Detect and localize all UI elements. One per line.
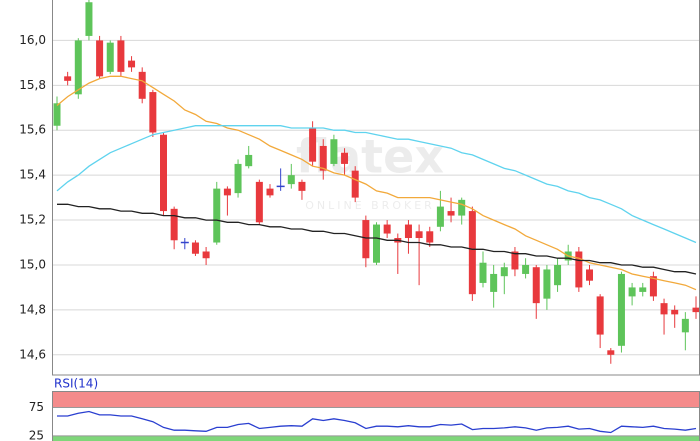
candle-body — [692, 307, 700, 313]
candle-body — [362, 220, 370, 259]
candle-body — [341, 152, 349, 164]
y-tick-label: 15,2 — [19, 213, 46, 227]
candle-body — [202, 251, 210, 259]
candle-body — [458, 199, 466, 216]
candle-body — [639, 287, 647, 292]
candle-body — [426, 231, 434, 243]
candle-body — [223, 188, 231, 196]
y-tick-label: 75 — [29, 400, 44, 414]
candle-body — [671, 309, 679, 315]
candle-body — [586, 269, 593, 281]
candle-body — [53, 103, 61, 126]
line-series — [56, 125, 697, 244]
candle-body — [617, 273, 625, 346]
candle-body — [245, 154, 253, 167]
candle-body — [85, 2, 93, 36]
candle-body — [309, 127, 317, 162]
candle-body — [213, 188, 221, 243]
candle-body — [64, 76, 72, 81]
y-tick-label: 14,8 — [19, 302, 46, 316]
y-tick-label: 15,4 — [19, 168, 46, 182]
candle-body — [96, 40, 104, 77]
overbought-band — [52, 391, 700, 408]
candle-body — [266, 188, 274, 196]
y-tick-label: 25 — [29, 428, 44, 441]
candle-body — [436, 206, 444, 227]
candle-body — [511, 251, 519, 270]
candle-body — [607, 350, 615, 355]
watermark-tagline: ONLINE BROKER — [305, 199, 435, 212]
candle-body — [255, 181, 263, 223]
candle-body — [287, 175, 295, 185]
candle-body — [373, 224, 380, 263]
y-tick-label: 15,0 — [19, 257, 46, 271]
candle-body — [649, 276, 657, 297]
candle-body — [138, 71, 146, 99]
candle-body — [447, 211, 455, 216]
candle-body — [468, 211, 476, 295]
y-tick-label: 14,6 — [19, 347, 46, 361]
line-series — [57, 203, 697, 275]
candle-body — [415, 231, 423, 239]
candle-body — [490, 273, 498, 292]
candle-body — [330, 139, 338, 164]
labels: 14,6 14,8 15,0 15,2 15,4 15,6 15,8 16,0 25 75 — [19, 33, 46, 441]
candle-body — [681, 318, 689, 333]
candle-body — [170, 208, 178, 241]
candle-body — [128, 60, 136, 68]
candle-body — [319, 145, 327, 171]
candle-body — [575, 251, 583, 288]
candle-body — [479, 262, 487, 283]
candle-body — [383, 224, 391, 234]
line-series — [56, 75, 697, 291]
candle-body — [191, 242, 199, 254]
y-tick-label: 15,8 — [19, 78, 46, 92]
candle-body — [74, 40, 82, 95]
candle-body — [628, 287, 636, 297]
candle-body — [298, 181, 306, 191]
candle-body — [106, 42, 114, 72]
candle-body — [554, 264, 562, 286]
candle-body — [160, 134, 167, 212]
candle-body — [522, 264, 530, 274]
candle-body — [234, 163, 242, 194]
y-tick-label: 16,0 — [19, 33, 46, 47]
candle-body — [660, 303, 668, 315]
candle-body — [351, 170, 359, 198]
candle-body — [149, 92, 157, 133]
y-tick-label: 15,6 — [19, 123, 46, 137]
candle-body — [543, 269, 551, 299]
candle-body — [404, 224, 412, 239]
rsi-plot — [52, 391, 700, 441]
candle-body — [532, 267, 540, 304]
price-plot — [52, 0, 700, 364]
oversold-band — [52, 435, 700, 441]
candle-body — [596, 296, 604, 335]
rsi-title: RSI(14) — [54, 377, 98, 391]
candle-body — [500, 267, 508, 277]
line-series — [57, 410, 697, 434]
candle-body — [117, 40, 125, 72]
